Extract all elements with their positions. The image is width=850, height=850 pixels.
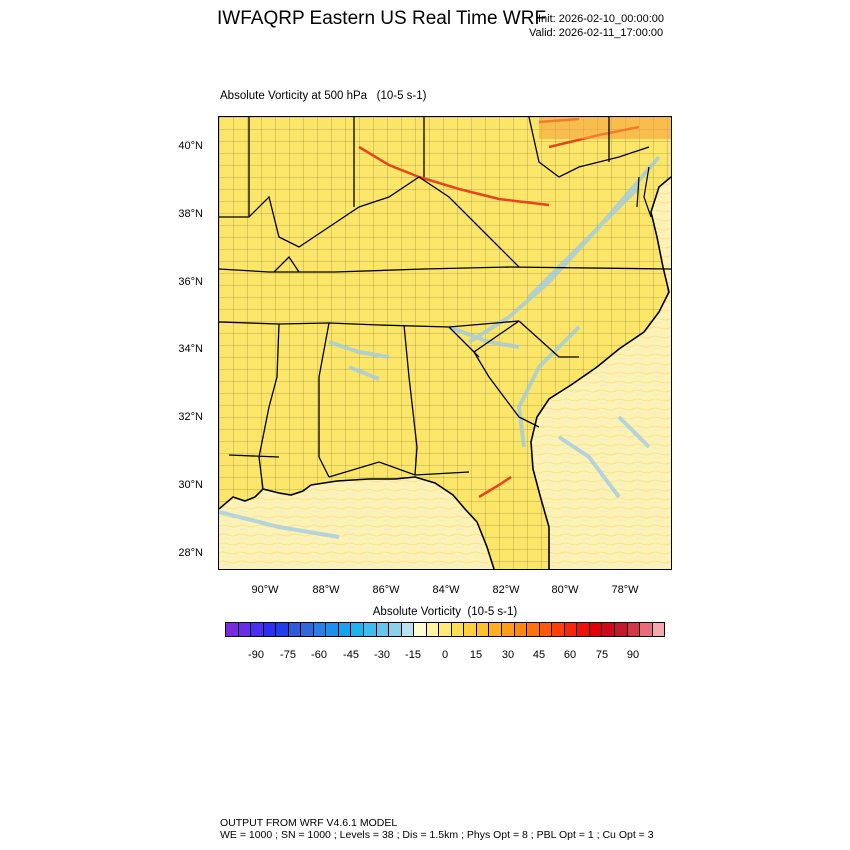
lon-label-90w: 90°W [251,584,279,596]
colorbar-swatch [426,623,440,636]
colorbar-swatch [627,623,641,636]
colorbar-label: 30 [501,649,515,661]
colorbar-swatch [577,623,590,636]
coastline [219,176,671,569]
lat-label-32n: 32°N [178,411,203,423]
colorbar-swatch [313,623,327,636]
colorbar-swatch [476,623,490,636]
colorbar-label: -45 [343,649,359,661]
colorbar-swatch [263,623,277,636]
map-canvas [219,117,671,569]
colorbar-swatch [301,623,314,636]
colorbar-swatch [527,623,540,636]
colorbar [225,622,665,637]
high-vorticity-area [539,117,671,139]
chesapeake-bay [636,166,652,218]
colorbar-swatch [401,623,415,636]
map-panel [218,116,672,570]
county-lines [219,117,671,569]
colorbar-label: -30 [374,649,390,661]
lon-label-86w: 86°W [372,584,400,596]
colorbar-swatch [351,623,365,636]
main-title: IWFAQRP Eastern US Real Time WRF [217,8,547,29]
colorbar-label: -60 [311,649,327,661]
colorbar-swatch [238,623,252,636]
state-boundaries [219,117,671,490]
colorbar-label: 75 [595,649,609,661]
colorbar-swatch [589,623,603,636]
field-title: Absolute Vorticity at 500 hPa (10-5 s-1) [220,90,427,102]
colorbar-label: -90 [248,649,264,661]
negative-vorticity-streaks [219,155,661,539]
colorbar-swatch [414,623,427,636]
lat-label-36n: 36°N [178,276,203,288]
footer-config-line: WE = 1000 ; SN = 1000 ; Levels = 38 ; Di… [220,829,654,841]
colorbar-label: -75 [280,649,296,661]
colorbar-swatch [564,623,578,636]
colorbar-label: -15 [405,649,421,661]
colorbar-swatch [614,623,628,636]
colorbar-swatch [288,623,302,636]
colorbar-swatch [514,623,528,636]
colorbar-swatch [652,623,665,636]
colorbar-swatch [376,623,390,636]
colorbar-swatch [451,623,465,636]
colorbar-swatch [640,623,653,636]
init-time: Init: 2026-02-10_00:00:00 [538,13,664,25]
colorbar-label: 60 [563,649,577,661]
colorbar-swatch [502,623,515,636]
lon-label-80w: 80°W [551,584,579,596]
colorbar-swatch [251,623,264,636]
lon-label-88w: 88°W [312,584,340,596]
colorbar-swatch [389,623,402,636]
lat-label-38n: 38°N [178,208,203,220]
colorbar-label: 90 [626,649,640,661]
colorbar-swatch [439,623,452,636]
colorbar-swatch [338,623,352,636]
colorbar-swatch [364,623,377,636]
colorbar-swatch [464,623,477,636]
colorbar-swatch [539,623,553,636]
colorbar-swatch [602,623,615,636]
colorbar-swatch [276,623,289,636]
lon-label-82w: 82°W [492,584,520,596]
colorbar-label: 15 [469,649,483,661]
lat-label-40n: 40°N [178,140,203,152]
lat-label-34n: 34°N [178,343,203,355]
lat-label-30n: 30°N [178,479,203,491]
colorbar-swatch [226,623,239,636]
lon-label-78w: 78°W [611,584,639,596]
valid-time: Valid: 2026-02-11_17:00:00 [529,27,664,39]
lat-label-28n: 28°N [178,547,203,559]
footer-model-line: OUTPUT FROM WRF V4.6.1 MODEL [220,817,398,829]
colorbar-swatch [326,623,339,636]
colorbar-title: Absolute Vorticity (10-5 s-1) [372,606,518,618]
colorbar-label: 0 [441,649,449,661]
colorbar-label: 45 [532,649,546,661]
colorbar-swatch [489,623,503,636]
lon-label-84w: 84°W [432,584,460,596]
colorbar-swatch [552,623,565,636]
